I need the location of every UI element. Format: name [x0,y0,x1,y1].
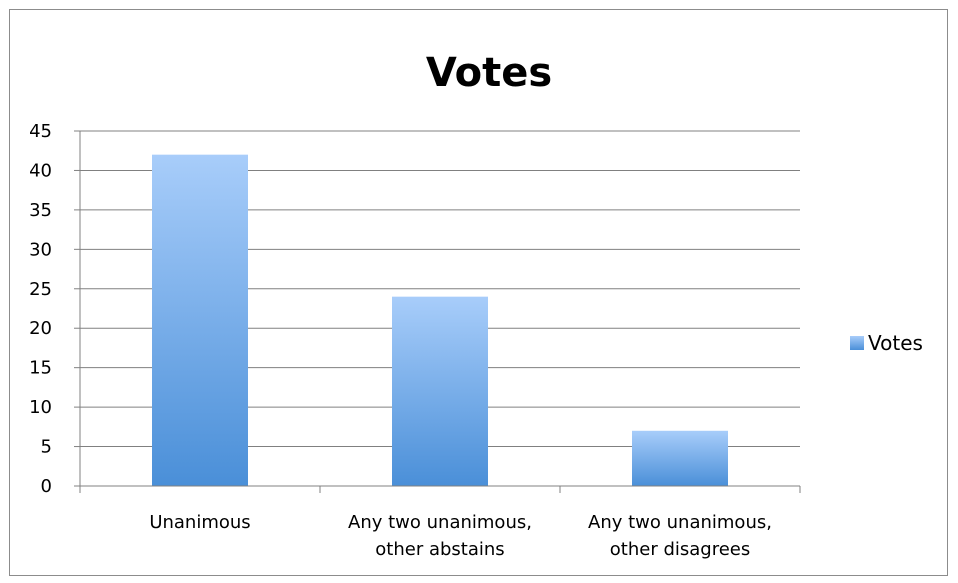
bar [392,296,488,486]
y-axis-ticks: 0 5 10 15 20 25 30 35 40 45 [29,121,80,497]
y-tick-label: 40 [29,160,52,181]
y-tick-label: 0 [41,476,52,497]
x-tick-label: Unanimous [149,512,250,533]
chart-title: Votes [426,50,552,96]
y-tick-label: 15 [29,358,52,379]
bar [152,154,248,486]
x-tick-label: other disagrees [610,539,750,560]
bars [152,154,728,486]
y-tick-label: 10 [29,397,52,418]
x-tick-label: other abstains [375,539,504,560]
y-tick-label: 5 [41,437,52,458]
legend-label: Votes [868,331,923,355]
bar [632,430,728,486]
y-tick-label: 25 [29,279,52,300]
x-tick-label: Any two unanimous, [588,512,772,533]
y-tick-label: 35 [29,200,52,221]
x-tick-label: Any two unanimous, [348,512,532,533]
y-tick-label: 30 [29,239,52,260]
y-tick-label: 45 [29,121,52,142]
legend: Votes [850,331,923,355]
y-tick-label: 20 [29,318,52,339]
x-axis: Unanimous Any two unanimous, other abstain… [79,131,801,560]
legend-swatch [850,336,864,350]
